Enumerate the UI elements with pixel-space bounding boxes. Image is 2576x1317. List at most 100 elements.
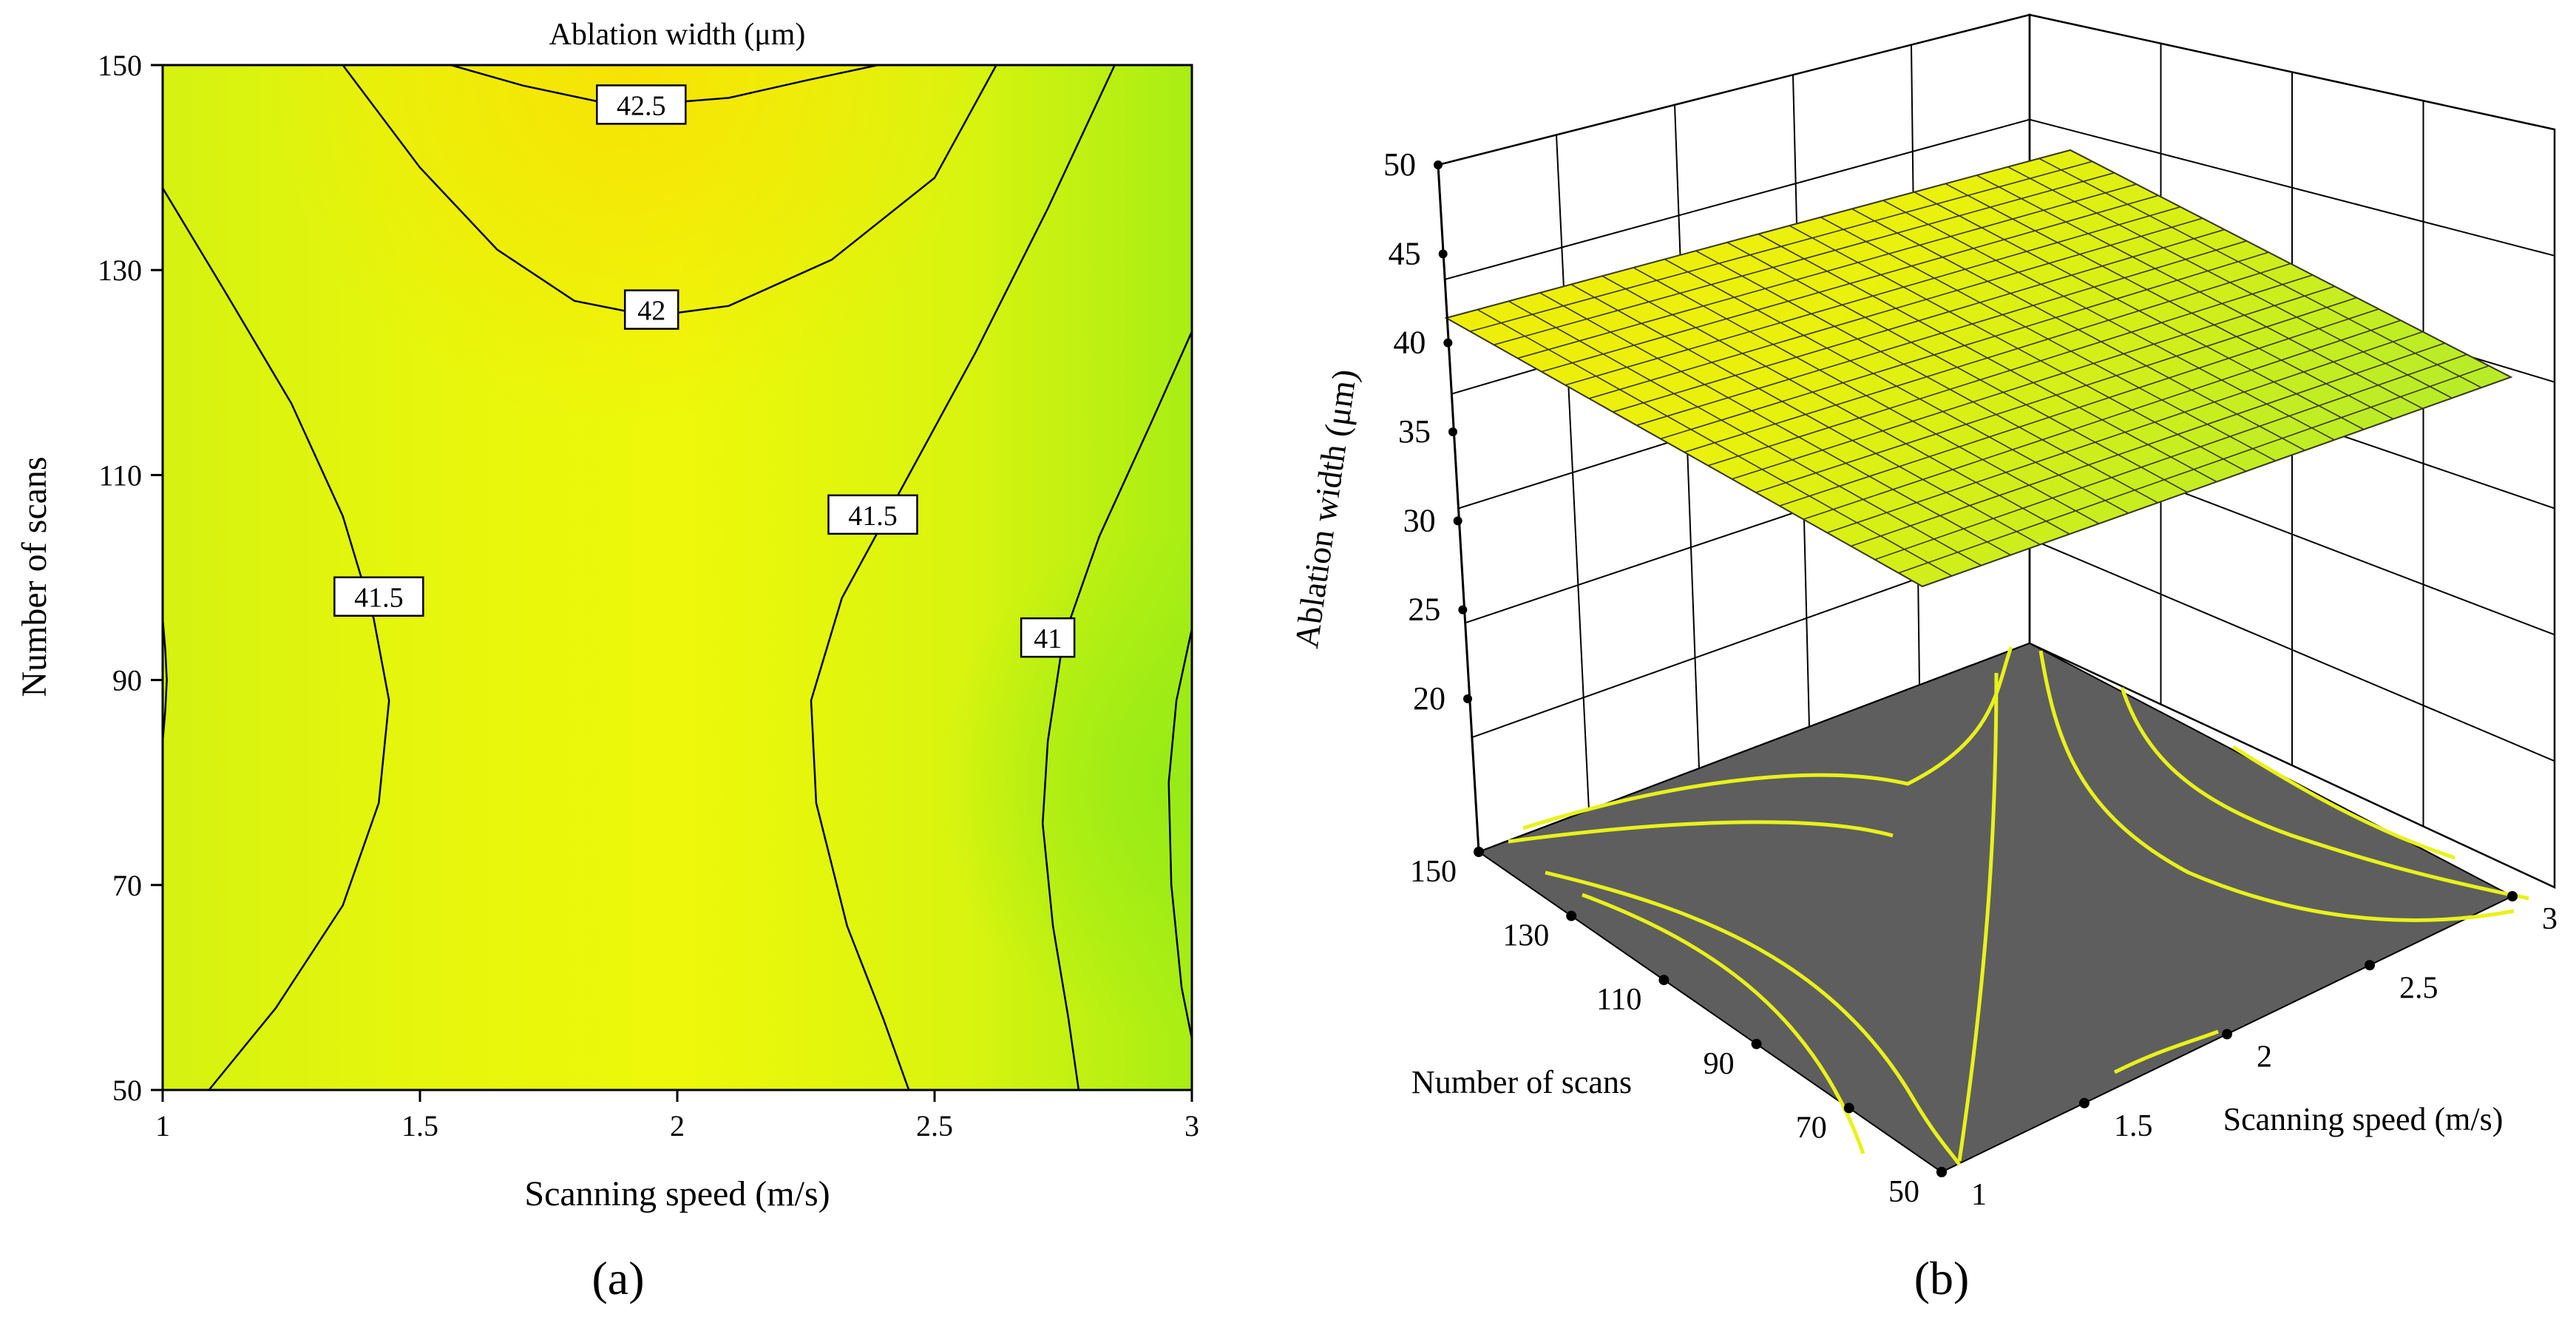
- x-tick-3d: [2507, 891, 2518, 901]
- mesh-line: [1707, 274, 2314, 467]
- z-tick-label: 45: [1389, 235, 1421, 271]
- z-axis-line: [1437, 164, 1480, 853]
- response-surface: [1444, 149, 2513, 588]
- y-tick-label-3d: 150: [1410, 855, 1457, 889]
- contour-label: 42: [623, 289, 679, 330]
- axis-ticks: 1 1.5 2 2.5 3 50 70 90 110 130 150: [98, 49, 1199, 1142]
- contour-label: 41: [1020, 617, 1076, 658]
- x-tick-label-3d: 3: [2542, 902, 2558, 936]
- floor-contour: [2231, 745, 2455, 860]
- floor-contour: [2120, 687, 2529, 901]
- z-tick-label: 25: [1408, 592, 1440, 628]
- contour-line: [1167, 629, 1192, 1039]
- floor-contours: [1508, 646, 2529, 1166]
- floor-contour: [1957, 672, 1999, 1162]
- y-tick-label-3d: 50: [1888, 1175, 1919, 1209]
- mesh-line: [1820, 217, 2276, 461]
- x-tick-3d: [1936, 1167, 1947, 1177]
- y-tick-label-3d: 130: [1502, 919, 1549, 953]
- contour-line: [163, 187, 390, 1090]
- y-tick-label-3d: 90: [1704, 1047, 1735, 1081]
- y-tick-3d: [1658, 975, 1670, 986]
- y-tick-label: 110: [98, 458, 142, 492]
- z-tick: [1443, 338, 1453, 348]
- contour-label: 42.5: [596, 84, 687, 125]
- z-tick-label: 30: [1403, 502, 1436, 538]
- x-tick-label: 2.5: [916, 1109, 953, 1142]
- mesh-line: [1779, 308, 2379, 507]
- x-tick-label: 2: [670, 1109, 685, 1142]
- mesh-line: [1882, 200, 2335, 441]
- floor-contour: [2113, 1029, 2219, 1074]
- floor-contour: [1582, 893, 1865, 1154]
- x-tick-label-3d: 1: [1971, 1178, 1987, 1212]
- z-tick: [1458, 605, 1468, 615]
- svg-text:42: 42: [637, 296, 665, 327]
- panel-label-a: (a): [592, 1252, 644, 1304]
- contour-line: [810, 65, 1116, 1090]
- contour-label: 41.5: [333, 576, 424, 617]
- x-tick-3d: [2079, 1097, 2089, 1108]
- mesh-line: [1803, 319, 2402, 521]
- z-tick-label: 50: [1383, 146, 1416, 183]
- wall-grid-line: [1444, 118, 2555, 280]
- z-axis-label: Ablation width (μm): [1287, 367, 1363, 650]
- z-tick: [1434, 160, 1443, 169]
- x-tick-label-3d: 1.5: [2114, 1109, 2153, 1143]
- svg-text:41.5: 41.5: [354, 583, 404, 614]
- floor-contour: [2038, 650, 2515, 922]
- x-tick-3d: [2365, 960, 2375, 971]
- mesh-line: [1914, 192, 2365, 430]
- y-tick-3d: [1566, 910, 1577, 921]
- x-tick-label-3d: 2.5: [2399, 971, 2438, 1005]
- contour-label: 41.5: [827, 494, 918, 535]
- svg-text:42.5: 42.5: [617, 90, 666, 121]
- floor-contour: [1508, 820, 1894, 844]
- mesh-line: [1898, 365, 2489, 574]
- x-axis-label: Scanning speed (m/s): [524, 1174, 830, 1213]
- z-tick: [1438, 249, 1448, 259]
- contour-lines: [163, 65, 1192, 1090]
- y-tick-label: 50: [112, 1074, 142, 1107]
- floor-contour: [1545, 870, 1962, 1166]
- z-tick-label: 40: [1393, 325, 1426, 361]
- contour-fill-low: [163, 65, 1192, 1090]
- x-tick-label: 3: [1184, 1109, 1199, 1142]
- x-tick-3d: [2222, 1029, 2232, 1040]
- mesh-line: [2007, 166, 2453, 399]
- mesh-line: [1684, 263, 2291, 453]
- y-tick-label-3d: 70: [1796, 1111, 1827, 1145]
- mesh-line: [1874, 353, 2467, 561]
- svg-text:41: 41: [1034, 623, 1062, 654]
- y-tick-label-3d: 110: [1596, 983, 1641, 1017]
- y-tick-label: 90: [112, 664, 142, 697]
- mesh-line: [1789, 225, 2247, 473]
- contour-labels: 42.5 42 41.5 41.5 41: [333, 84, 1076, 658]
- contour-line: [163, 618, 168, 742]
- z-tick-label: 20: [1413, 680, 1445, 717]
- mesh-line: [1826, 331, 2424, 534]
- y-tick-3d: [1751, 1038, 1762, 1049]
- z-tick: [1448, 427, 1457, 436]
- y-tick-3d: [1843, 1103, 1854, 1114]
- y-axis-label-3d: Number of scans: [1411, 1064, 1632, 1100]
- z-tick-label: 35: [1398, 413, 1431, 450]
- mesh-line: [1922, 376, 2512, 587]
- mesh-line: [1755, 297, 2357, 493]
- surface-plot-panel: 50 45 40 35 30 25 20 150 130 110 90 70 50 1 1.5 2 2.5 3 A…: [1287, 13, 2558, 1304]
- x-axis-label-3d: Scanning speed (m/s): [2223, 1101, 2504, 1137]
- mesh-line: [1976, 175, 2423, 410]
- wall-grid-line: [1556, 135, 1590, 810]
- x-tick-label-3d: 2: [2257, 1040, 2272, 1074]
- y-tick-label: 150: [98, 49, 142, 82]
- y-tick-label: 70: [112, 869, 142, 902]
- panel-label-b: (b): [1914, 1252, 1970, 1304]
- mesh-line: [2070, 149, 2512, 378]
- mesh-line: [2038, 158, 2482, 388]
- z-tick: [1453, 516, 1462, 526]
- y-tick-3d: [1474, 847, 1484, 857]
- x-tick-label: 1.5: [401, 1109, 438, 1142]
- surface-mesh: [1445, 149, 2512, 587]
